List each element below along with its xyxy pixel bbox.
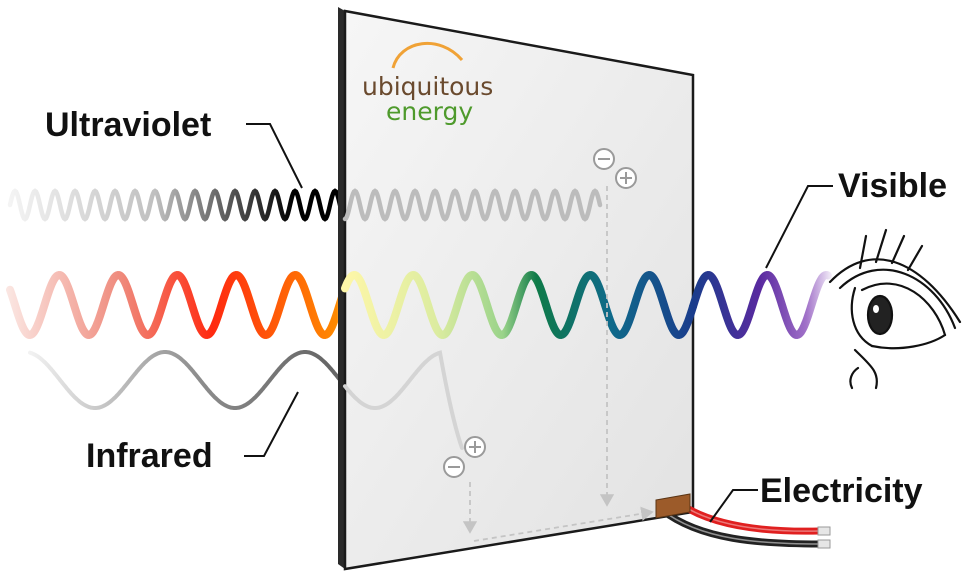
label-ultraviolet: Ultraviolet bbox=[45, 106, 211, 144]
eye-icon bbox=[828, 228, 962, 390]
logo-line-1: ubiquitous bbox=[362, 72, 493, 101]
charge-pair-infrared bbox=[443, 436, 486, 478]
output-wires bbox=[655, 493, 831, 549]
visible-wave-incoming bbox=[6, 270, 349, 340]
label-infrared: Infrared bbox=[86, 437, 213, 475]
panel-connector bbox=[655, 493, 691, 519]
ultraviolet-wave-incoming bbox=[7, 188, 348, 222]
infrared-wave-incoming bbox=[28, 350, 347, 410]
ultraviolet-wave-absorbed bbox=[342, 188, 603, 222]
charge-pair-ultraviolet bbox=[593, 148, 637, 189]
infrared-wave-absorbed bbox=[343, 350, 464, 450]
current-flow-arrows bbox=[462, 186, 654, 542]
visible-wave-transmitted bbox=[341, 270, 697, 340]
label-visible: Visible bbox=[838, 167, 947, 205]
visible-wave-outgoing bbox=[689, 270, 832, 340]
label-electricity: Electricity bbox=[760, 472, 923, 510]
logo-arc bbox=[391, 41, 464, 69]
logo-line-2: energy bbox=[386, 97, 473, 126]
ubiquitous-energy-logo: ubiquitous energy bbox=[362, 41, 493, 126]
label-leaders bbox=[244, 123, 833, 523]
